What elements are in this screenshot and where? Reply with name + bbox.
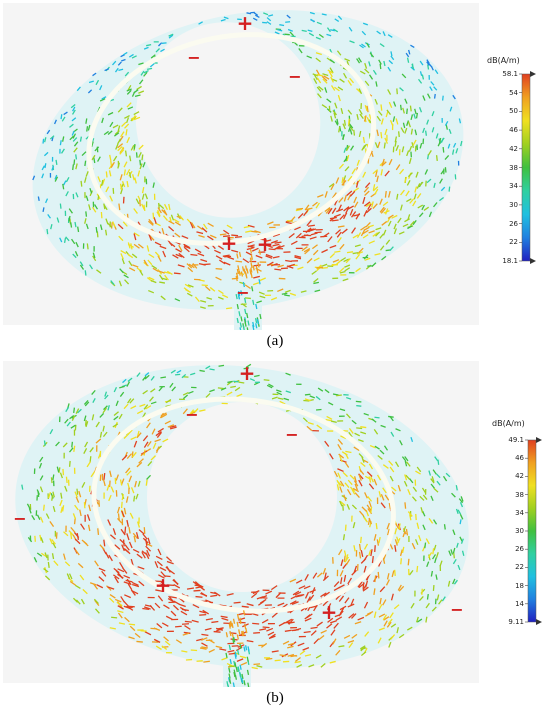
caption-b: (b) <box>266 690 284 706</box>
colorbar-tick: 22 <box>509 238 518 247</box>
svg-text:+: + <box>221 231 238 255</box>
svg-text:+: + <box>257 232 274 256</box>
svg-text:−: − <box>185 405 198 424</box>
antenna-field-b <box>15 363 469 687</box>
svg-text:−: − <box>450 600 463 619</box>
svg-text:+: + <box>239 361 256 385</box>
colorbar-tick: 46 <box>509 126 518 135</box>
colorbar-tick: 34 <box>509 182 518 191</box>
colorbar-tick: 58.1 <box>502 70 518 78</box>
svg-text:+: + <box>237 11 254 35</box>
antenna-field-a <box>32 10 464 330</box>
colorbar-tick: 30 <box>509 200 518 209</box>
colorbar-tick: 38 <box>515 490 524 499</box>
svg-text:−: − <box>13 509 26 528</box>
svg-text:−: − <box>288 67 301 86</box>
colorbar-tick: 9.11 <box>508 618 524 626</box>
colorbar-tick: 22 <box>515 563 524 572</box>
svg-text:−: − <box>236 283 249 302</box>
colorbar-a <box>519 71 536 264</box>
colorbar-tick: 42 <box>515 472 524 481</box>
field-plot-b: + − − − + + − <box>13 361 542 687</box>
colorbar-tick: 30 <box>515 527 524 535</box>
svg-text:+: + <box>155 573 172 597</box>
panel-a: + − − + + − dB(A/m) 58.1 54 50 46 42 38 34 30 26 22 18.… <box>0 0 550 330</box>
colorbar-tick: 49.1 <box>508 436 524 444</box>
colorbar-b <box>525 437 542 625</box>
colorbar-tick: 26 <box>515 545 524 554</box>
colorbar-tick: 14 <box>515 599 524 608</box>
colorbar-tick: 34 <box>515 508 524 517</box>
colorbar-tick: 26 <box>509 219 518 228</box>
colorbar-tick: 54 <box>509 88 518 97</box>
colorbar-unit-a: dB(A/m) <box>487 56 520 65</box>
svg-text:+: + <box>321 600 338 624</box>
field-plot-a: + − − + + − <box>32 10 536 330</box>
caption-a: (a) <box>266 333 284 349</box>
svg-text:−: − <box>187 48 200 67</box>
polarity-markers-a: + − − + + − <box>187 11 301 302</box>
colorbar-tick: 42 <box>509 144 518 153</box>
colorbar-tick: 38 <box>509 163 518 172</box>
colorbar-tick: 46 <box>515 454 524 463</box>
svg-text:−: − <box>285 425 298 444</box>
colorbar-tick: 18 <box>515 581 524 590</box>
polarity-markers-b: + − − − + + − <box>13 361 463 624</box>
panel-b: + − − − + + − dB(A/m) 49.1 46 42 38 34 30 26 22 18 14 9.… <box>0 357 550 687</box>
colorbar-tick: 50 <box>509 107 518 116</box>
colorbar-tick: 18.1 <box>502 257 518 265</box>
colorbar-unit-b: dB(A/m) <box>492 419 525 428</box>
